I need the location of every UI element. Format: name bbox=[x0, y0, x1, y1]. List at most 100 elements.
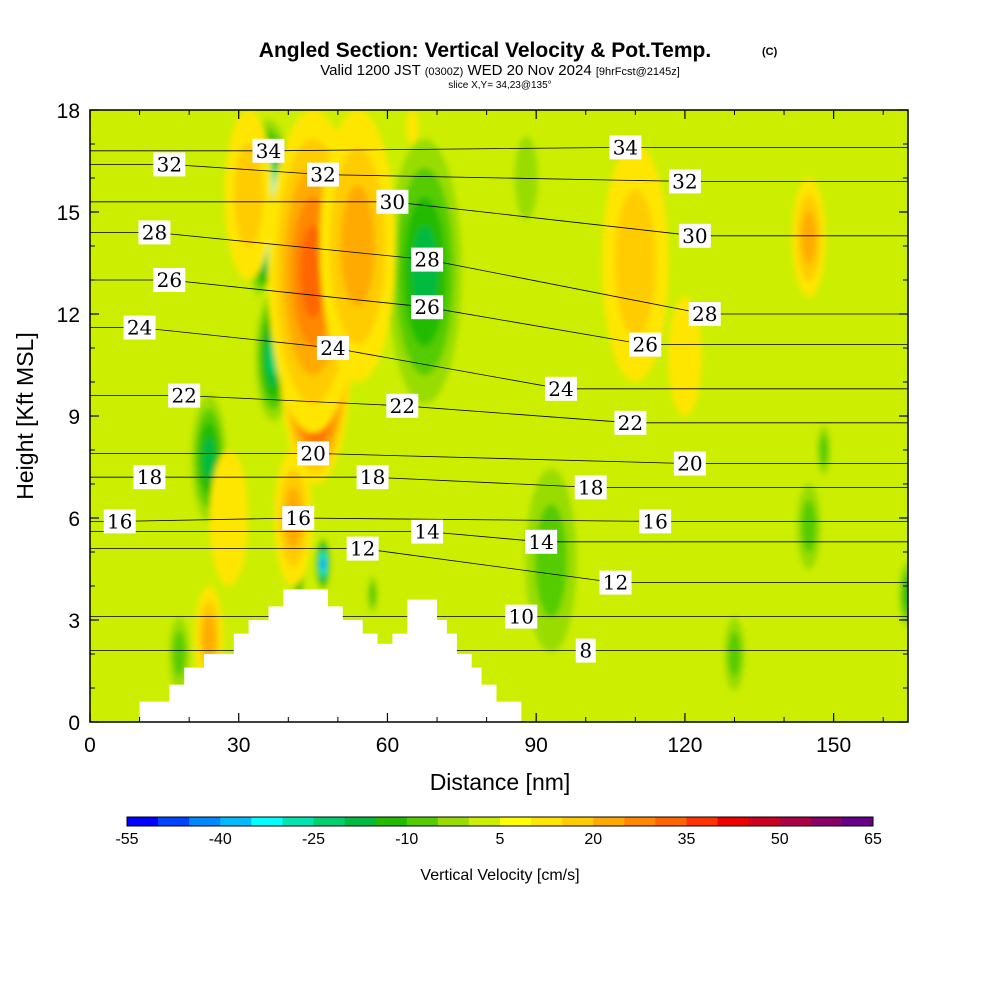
contour-label: 24 bbox=[316, 336, 349, 360]
y-tick-label: 12 bbox=[57, 304, 80, 327]
colorbar-swatch bbox=[593, 817, 625, 826]
contour-label-box bbox=[297, 441, 330, 466]
downdraft-11 bbox=[507, 110, 546, 246]
colorbar-tick-label: 35 bbox=[678, 831, 696, 848]
x-tick-label: 60 bbox=[376, 734, 399, 757]
contour-label-text: 34 bbox=[613, 135, 638, 159]
x-tick-label: 90 bbox=[525, 734, 548, 757]
contour-label-box bbox=[678, 223, 711, 248]
contour-label-text: 22 bbox=[171, 384, 196, 408]
contour-label: 20 bbox=[297, 441, 330, 466]
y-tick-label: 3 bbox=[68, 610, 80, 633]
contour-label: 34 bbox=[609, 135, 642, 160]
theta-line-12 bbox=[90, 548, 908, 583]
contour-label-box bbox=[133, 465, 166, 490]
contour-label: 32 bbox=[668, 169, 701, 194]
contour-label-text: 18 bbox=[137, 465, 162, 489]
colorbar-swatch bbox=[437, 817, 470, 826]
contour-label-box bbox=[575, 638, 596, 663]
contour-label: 18 bbox=[356, 465, 389, 490]
contour-label-box bbox=[356, 465, 389, 490]
contour-label-box bbox=[282, 506, 315, 530]
contour-label-box bbox=[411, 519, 444, 544]
contour-label-text: 20 bbox=[300, 441, 325, 465]
contour-label-text: 32 bbox=[157, 152, 182, 176]
y-tick-label: 18 bbox=[57, 100, 80, 123]
contour-label-text: 32 bbox=[310, 163, 335, 187]
contour-label-text: 24 bbox=[548, 377, 573, 401]
title-copyright-mark: (C) bbox=[762, 46, 778, 58]
colorbar-swatch bbox=[717, 817, 750, 826]
y-tick-label: 15 bbox=[57, 202, 80, 225]
contour-label-box bbox=[599, 570, 632, 595]
contour-label-box bbox=[609, 135, 642, 160]
colorbar-swatch bbox=[810, 817, 843, 826]
colorbar-swatch bbox=[406, 817, 439, 826]
contour-label: 16 bbox=[639, 509, 672, 534]
contour-label-box bbox=[411, 247, 444, 272]
colorbar-swatch bbox=[624, 817, 656, 826]
downdraft-6 bbox=[896, 552, 908, 637]
contour-label-text: 12 bbox=[350, 537, 375, 561]
contour-label: 22 bbox=[386, 393, 419, 418]
contour-label-box bbox=[673, 451, 706, 476]
colorbar-swatch bbox=[313, 817, 345, 826]
contour-label-box bbox=[252, 138, 285, 163]
theta-line-14 bbox=[90, 531, 908, 543]
contour-label-text: 26 bbox=[414, 295, 439, 319]
contour-label-box bbox=[668, 169, 701, 194]
terrain bbox=[90, 589, 908, 722]
colorbar-swatch bbox=[531, 817, 563, 826]
contour-label-text: 28 bbox=[692, 302, 717, 326]
contour-label: 22 bbox=[614, 410, 647, 435]
contour-label-text: 14 bbox=[414, 520, 439, 544]
contour-label: 30 bbox=[678, 223, 711, 248]
contour-label: 26 bbox=[153, 268, 186, 292]
colorbar-swatch bbox=[282, 817, 314, 826]
y-tick-label: 0 bbox=[68, 712, 80, 735]
colorbar-swatch bbox=[251, 817, 283, 826]
subtitle-forecast: [9hrFcst@2145z] bbox=[596, 66, 680, 78]
contour-label-box bbox=[525, 529, 558, 554]
y-axis: 0 3 6 9 12 15 18 bbox=[57, 100, 908, 735]
colorbar-swatch bbox=[189, 817, 221, 826]
contour-label-text: 16 bbox=[285, 506, 310, 530]
contour-label-box bbox=[153, 268, 186, 292]
subtitle-utc: (0300Z) bbox=[425, 66, 464, 78]
slice-info: slice X,Y= 34,23@135° bbox=[448, 80, 551, 91]
contour-label-text: 12 bbox=[603, 571, 628, 595]
contour-label-text: 34 bbox=[256, 139, 281, 163]
updraft-4 bbox=[209, 450, 248, 586]
colorbar-tick-label: -40 bbox=[209, 831, 232, 848]
colorbar-tick-label: 5 bbox=[496, 831, 505, 848]
colorbar: -55 -40 -25 -10 5 20 35 50 65 bbox=[115, 816, 882, 848]
colorbar-tick-label: 65 bbox=[864, 831, 882, 848]
contour-label-text: 20 bbox=[677, 452, 702, 476]
contour-label-box bbox=[386, 393, 419, 418]
contour-label-text: 28 bbox=[414, 248, 439, 272]
contour-label-text: 32 bbox=[672, 169, 697, 193]
contour-label: 26 bbox=[411, 295, 444, 320]
colorbar-swatch bbox=[841, 817, 874, 826]
contour-label: 30 bbox=[376, 189, 409, 214]
contour-label: 28 bbox=[138, 220, 171, 245]
y-tick-label: 6 bbox=[68, 508, 80, 531]
contour-label-box bbox=[307, 162, 340, 187]
contour-label: 32 bbox=[153, 152, 186, 177]
contour-label: 8 bbox=[575, 638, 596, 663]
contour-label-text: 18 bbox=[360, 465, 385, 489]
contour-label-text: 30 bbox=[380, 190, 405, 214]
contour-label: 12 bbox=[599, 570, 632, 595]
contour-label: 34 bbox=[252, 138, 285, 163]
contour-label: 18 bbox=[133, 465, 166, 490]
contour-label-box bbox=[123, 315, 156, 340]
contour-label-box bbox=[614, 410, 647, 435]
updraft-7 bbox=[602, 144, 669, 382]
y-axis-label: Height [Kft MSL] bbox=[12, 332, 38, 499]
contour-label-box bbox=[316, 336, 349, 360]
colorbar-swatch bbox=[779, 817, 812, 826]
contour-label-text: 8 bbox=[579, 639, 592, 663]
